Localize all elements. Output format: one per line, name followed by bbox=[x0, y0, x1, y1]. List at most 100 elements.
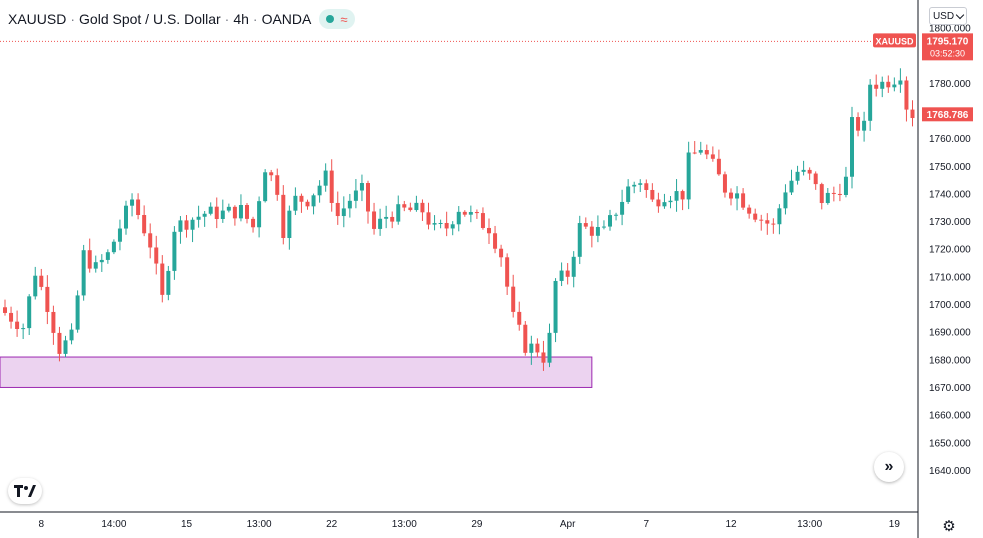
candle-body[interactable] bbox=[583, 223, 588, 227]
candle-body[interactable] bbox=[111, 241, 116, 253]
candle-body[interactable] bbox=[747, 207, 752, 214]
candle-body[interactable] bbox=[450, 224, 455, 229]
candle-body[interactable] bbox=[874, 84, 879, 89]
tradingview-logo-icon[interactable] bbox=[8, 478, 42, 504]
candle-body[interactable] bbox=[523, 324, 528, 353]
candle-body[interactable] bbox=[275, 175, 280, 195]
candle-body[interactable] bbox=[565, 270, 570, 277]
candle-body[interactable] bbox=[117, 228, 122, 242]
candle-body[interactable] bbox=[263, 172, 268, 202]
candle-body[interactable] bbox=[172, 231, 177, 271]
candle-body[interactable] bbox=[317, 185, 322, 196]
candle-body[interactable] bbox=[257, 201, 262, 228]
candle-body[interactable] bbox=[547, 332, 552, 363]
candle-body[interactable] bbox=[813, 173, 818, 185]
candle-body[interactable] bbox=[698, 150, 703, 153]
candle-body[interactable] bbox=[632, 184, 637, 187]
candle-body[interactable] bbox=[414, 202, 419, 211]
candle-body[interactable] bbox=[81, 250, 86, 296]
candle-body[interactable] bbox=[214, 206, 219, 219]
candle-body[interactable] bbox=[801, 169, 806, 172]
candle-body[interactable] bbox=[226, 206, 231, 211]
candle-body[interactable] bbox=[353, 190, 358, 201]
candle-body[interactable] bbox=[511, 286, 516, 312]
candle-body[interactable] bbox=[910, 109, 915, 119]
candle-body[interactable] bbox=[831, 192, 836, 194]
candle-body[interactable] bbox=[105, 252, 110, 260]
candle-body[interactable] bbox=[426, 212, 431, 225]
candle-body[interactable] bbox=[293, 195, 298, 211]
candle-body[interactable] bbox=[335, 202, 340, 217]
candle-body[interactable] bbox=[93, 262, 98, 269]
candle-body[interactable] bbox=[559, 270, 564, 281]
candle-body[interactable] bbox=[686, 152, 691, 200]
candle-body[interactable] bbox=[462, 211, 467, 215]
candle-body[interactable] bbox=[378, 218, 383, 229]
candle-body[interactable] bbox=[27, 296, 32, 329]
candle-body[interactable] bbox=[124, 205, 128, 229]
candle-body[interactable] bbox=[499, 248, 504, 258]
candle-body[interactable] bbox=[251, 218, 256, 228]
candle-body[interactable] bbox=[777, 208, 782, 225]
candle-body[interactable] bbox=[148, 233, 153, 248]
candle-body[interactable] bbox=[402, 204, 407, 208]
candle-body[interactable] bbox=[729, 192, 733, 199]
support-zone-rect[interactable] bbox=[0, 356, 593, 388]
candle-body[interactable] bbox=[51, 311, 56, 333]
candle-body[interactable] bbox=[232, 206, 237, 219]
candle-body[interactable] bbox=[837, 193, 842, 196]
candle-body[interactable] bbox=[843, 176, 848, 196]
candle-body[interactable] bbox=[626, 186, 631, 202]
candle-body[interactable] bbox=[692, 152, 697, 154]
candle-body[interactable] bbox=[359, 183, 364, 191]
candle-body[interactable] bbox=[608, 215, 612, 227]
candle-body[interactable] bbox=[680, 191, 685, 200]
candle-body[interactable] bbox=[722, 174, 727, 193]
candle-body[interactable] bbox=[130, 199, 135, 206]
candle-body[interactable] bbox=[529, 343, 534, 353]
candle-body[interactable] bbox=[517, 311, 522, 325]
candle-body[interactable] bbox=[668, 200, 673, 203]
candle-body[interactable] bbox=[656, 199, 661, 207]
candle-body[interactable] bbox=[892, 84, 897, 88]
candle-body[interactable] bbox=[245, 205, 249, 219]
candle-body[interactable] bbox=[807, 169, 812, 174]
candle-body[interactable] bbox=[196, 216, 201, 220]
candle-body[interactable] bbox=[480, 213, 485, 228]
candle-body[interactable] bbox=[553, 280, 558, 333]
candle-body[interactable] bbox=[384, 216, 389, 219]
candle-body[interactable] bbox=[716, 158, 721, 175]
candle-body[interactable] bbox=[898, 80, 903, 85]
candle-body[interactable] bbox=[329, 170, 334, 203]
candle-body[interactable] bbox=[541, 352, 546, 363]
candle-body[interactable] bbox=[3, 307, 7, 313]
candle-body[interactable] bbox=[396, 204, 401, 222]
candle-body[interactable] bbox=[208, 206, 213, 214]
candle-body[interactable] bbox=[420, 202, 425, 213]
candle-body[interactable] bbox=[99, 259, 104, 263]
candle-body[interactable] bbox=[39, 275, 44, 287]
candle-body[interactable] bbox=[474, 212, 479, 214]
candle-body[interactable] bbox=[75, 295, 80, 330]
candle-body[interactable] bbox=[638, 183, 643, 185]
candle-body[interactable] bbox=[771, 223, 776, 225]
candle-body[interactable] bbox=[589, 226, 594, 236]
candle-body[interactable] bbox=[868, 84, 873, 121]
candle-body[interactable] bbox=[862, 120, 867, 131]
candle-body[interactable] bbox=[614, 214, 619, 216]
candle-body[interactable] bbox=[311, 195, 316, 207]
candle-body[interactable] bbox=[601, 226, 606, 228]
candle-body[interactable] bbox=[347, 200, 352, 209]
candle-body[interactable] bbox=[33, 275, 38, 297]
candle-body[interactable] bbox=[595, 227, 600, 236]
candle-body[interactable] bbox=[45, 286, 50, 312]
candle-body[interactable] bbox=[856, 117, 861, 131]
candle-body[interactable] bbox=[299, 195, 304, 202]
candle-body[interactable] bbox=[456, 211, 461, 225]
candle-body[interactable] bbox=[493, 233, 498, 249]
candle-body[interactable] bbox=[184, 220, 189, 230]
candle-body[interactable] bbox=[650, 189, 655, 200]
candle-body[interactable] bbox=[819, 184, 824, 204]
candle-body[interactable] bbox=[825, 192, 830, 204]
candle-body[interactable] bbox=[341, 208, 346, 217]
